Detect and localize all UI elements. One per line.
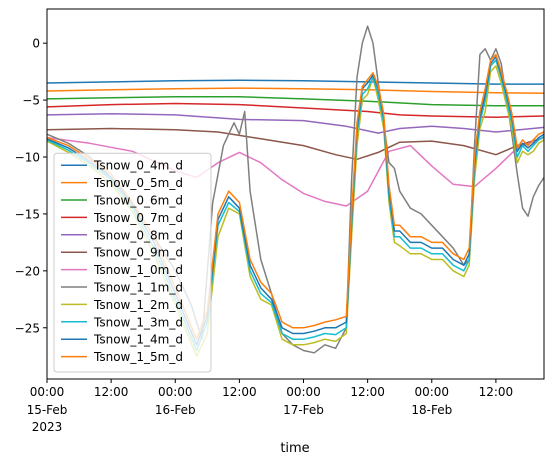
x-axis-label: time (280, 441, 309, 456)
x-tick-date: 17-Feb (283, 403, 324, 417)
legend-label-2: Tsnow_0_6m_d (93, 194, 183, 208)
legend-label-10: Tsnow_1_4m_d (93, 333, 183, 347)
x-tick-label: 12:00 (94, 385, 129, 399)
x-tick-label: 00:00 (286, 385, 321, 399)
y-tick-label: −5 (22, 94, 40, 108)
series-line-0 (46, 79, 544, 85)
x-tick-date: 15-Feb (27, 403, 68, 417)
x-tick-label: 00:00 (414, 385, 449, 399)
legend-label-6: Tsnow_1_0m_d (93, 263, 183, 277)
legend-label-11: Tsnow_1_5m_d (93, 350, 183, 364)
series-line-7 (46, 25, 545, 354)
y-tick-label: −15 (15, 207, 40, 221)
legend-box (53, 152, 212, 373)
y-tick-label: −20 (15, 264, 40, 278)
legend: Tsnow_0_4m_d Tsnow_0_5m_d Tsnow_0_6m_d Tsno… (53, 152, 212, 373)
series-line-3 (46, 102, 545, 118)
y-tick-label: 0 (32, 37, 40, 51)
legend-label-8: Tsnow_1_2m_d (93, 298, 183, 312)
x-tick-label: 12:00 (479, 385, 514, 399)
y-tick-label: −10 (15, 151, 40, 165)
y-tick-label: −25 (15, 321, 40, 335)
x-tick-date: 18-Feb (411, 403, 452, 417)
plot-frame (46, 8, 545, 380)
legend-label-1: Tsnow_0_5m_d (93, 176, 183, 190)
legend-label-7: Tsnow_1_1m_d (93, 281, 183, 295)
series-line-5 (46, 127, 545, 161)
legend-label-5: Tsnow_0_9m_d (93, 246, 183, 260)
x-tick-label: 00:00 (158, 385, 193, 399)
x-tick-label: 00:00 (30, 385, 65, 399)
x-tick-date: 16-Feb (155, 403, 196, 417)
legend-label-9: Tsnow_1_3m_d (93, 315, 183, 329)
x-tick-year: 2023 (32, 420, 63, 434)
x-tick-label: 12:00 (222, 385, 257, 399)
series-line-11 (46, 53, 545, 340)
legend-label-0: Tsnow_0_4m_d (93, 159, 183, 173)
series-line-1 (46, 87, 545, 94)
legend-label-3: Tsnow_0_7m_d (93, 211, 183, 225)
series-line-2 (46, 95, 544, 107)
series-line-4 (46, 112, 545, 134)
legend-label-4: Tsnow_0_8m_d (93, 228, 183, 242)
y-axis-ticks: 0 −5 −10 −15 −20 −25 (15, 37, 47, 335)
x-axis-ticks: 00:00 15-Feb 2023 12:00 00:00 16-Feb 12:00 00:0… (27, 379, 514, 434)
x-tick-label: 12:00 (350, 385, 385, 399)
